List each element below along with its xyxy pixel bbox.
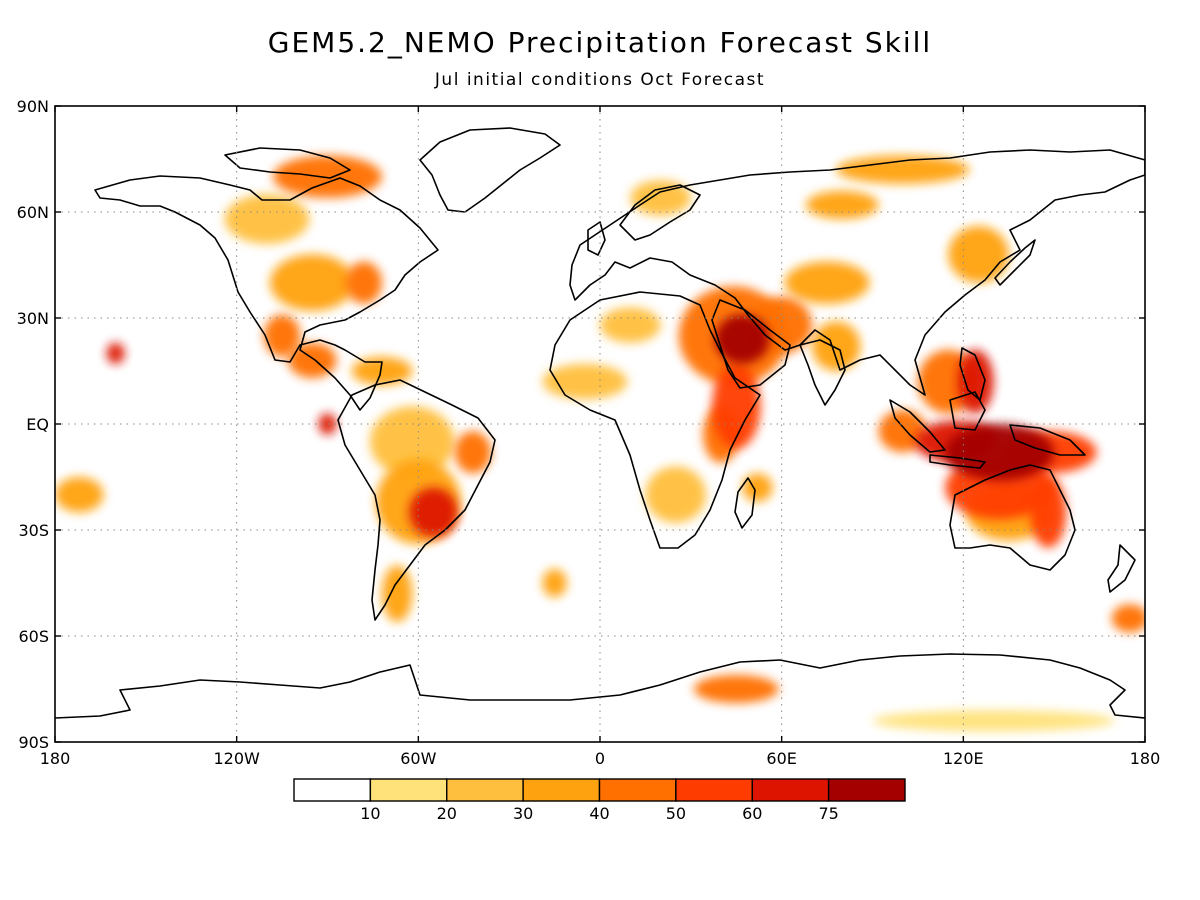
colorbar-swatch xyxy=(598,778,677,802)
y-tick-label: 90S xyxy=(18,733,49,752)
y-tick-label: 60N xyxy=(17,203,49,222)
y-tick-label: 30N xyxy=(17,309,49,328)
map-title: GEM5.2_NEMO Precipitation Forecast Skill xyxy=(267,26,933,59)
skill-patch xyxy=(715,314,770,364)
skill-patch xyxy=(945,424,1055,481)
colorbar-label: 50 xyxy=(666,804,686,823)
skill-patch xyxy=(811,321,861,371)
coastline-eurasia xyxy=(569,149,1145,396)
coastline-arctic-islands xyxy=(224,147,351,179)
colorbar-label: 60 xyxy=(742,804,762,823)
skill-patch xyxy=(836,155,970,184)
skill-patch xyxy=(263,314,301,357)
skill-patch xyxy=(454,431,492,474)
skill-patch xyxy=(693,674,779,704)
coastline-japan xyxy=(994,239,1036,286)
coastline-africa xyxy=(549,291,761,549)
skill-patch xyxy=(351,356,413,386)
coastline-java xyxy=(929,454,986,469)
colorbar-swatch xyxy=(827,778,906,802)
skill-patch xyxy=(55,477,104,513)
colorbar-swatch xyxy=(446,778,524,802)
skill-field xyxy=(55,155,1145,732)
coastline-australia xyxy=(949,464,1076,571)
colorbar-label: 30 xyxy=(513,804,533,823)
skill-patch xyxy=(1111,604,1145,633)
skill-patch xyxy=(224,194,310,244)
skill-patch xyxy=(269,254,355,311)
coastline-new-zealand xyxy=(1107,544,1136,593)
coastline-south-america xyxy=(337,379,496,621)
skill-patch xyxy=(805,190,879,220)
skill-patch xyxy=(712,363,761,449)
coastline-india xyxy=(799,339,846,406)
coastline-sumatra xyxy=(889,399,946,453)
colorbar-label: 75 xyxy=(818,804,838,823)
skill-patch xyxy=(345,261,383,304)
skill-patch xyxy=(872,710,1115,732)
x-tick-label: 180 xyxy=(1130,749,1161,768)
coastline-scandinavia xyxy=(619,184,701,241)
skill-patch xyxy=(542,363,628,400)
coastline-greenland xyxy=(419,127,561,213)
x-tick-label: 120E xyxy=(943,749,984,768)
skill-patch xyxy=(784,261,870,304)
axis-ticks: 180 120W 60W 0 60E 120E 180 90N 60N 30N EQ 30S 60S 90… xyxy=(17,97,1161,768)
x-tick-label: 180 xyxy=(40,749,71,768)
skill-patch xyxy=(318,413,337,435)
colorbar-swatch xyxy=(675,778,753,802)
colorbar-swatch xyxy=(369,778,448,802)
colorbar-label: 40 xyxy=(589,804,609,823)
skill-patch xyxy=(409,487,458,538)
x-tick-label: 0 xyxy=(595,749,605,768)
x-tick-label: 60W xyxy=(400,749,436,768)
skill-patch xyxy=(542,568,567,598)
coastline-arabia xyxy=(711,299,791,389)
skill-patch xyxy=(1029,476,1067,548)
coastline-philippines xyxy=(959,347,986,401)
coastline-north-america xyxy=(94,175,439,411)
y-tick-label: 60S xyxy=(18,627,49,646)
colorbar-label: 10 xyxy=(360,804,380,823)
y-tick-label: 90N xyxy=(17,97,49,116)
x-tick-label: 60E xyxy=(766,749,796,768)
skill-patch xyxy=(957,349,994,414)
y-tick-label: 30S xyxy=(18,521,49,540)
coastline-new-guinea xyxy=(1009,424,1086,456)
coastline-madagascar xyxy=(734,477,756,529)
skill-patch xyxy=(742,473,773,502)
colorbar-swatch xyxy=(522,778,601,802)
gridlines xyxy=(55,106,1145,742)
skill-patch xyxy=(273,155,382,198)
colorbar-swatch xyxy=(751,778,830,802)
coastlines xyxy=(55,127,1145,719)
skill-patch xyxy=(106,342,125,364)
x-tick-label: 120W xyxy=(213,749,260,768)
skill-patch xyxy=(600,307,661,343)
colorbar-swatch xyxy=(293,778,372,802)
map-subtitle: Jul initial conditions Oct Forecast xyxy=(434,70,766,90)
skill-patch xyxy=(382,565,413,622)
colorbar-label: 20 xyxy=(437,804,457,823)
skill-patch xyxy=(645,466,706,523)
y-tick-label: EQ xyxy=(26,415,49,434)
colorbar: 10 20 30 40 50 60 75 xyxy=(293,778,906,823)
coastline-britain xyxy=(587,221,606,256)
coastline-antarctica xyxy=(55,653,1145,719)
